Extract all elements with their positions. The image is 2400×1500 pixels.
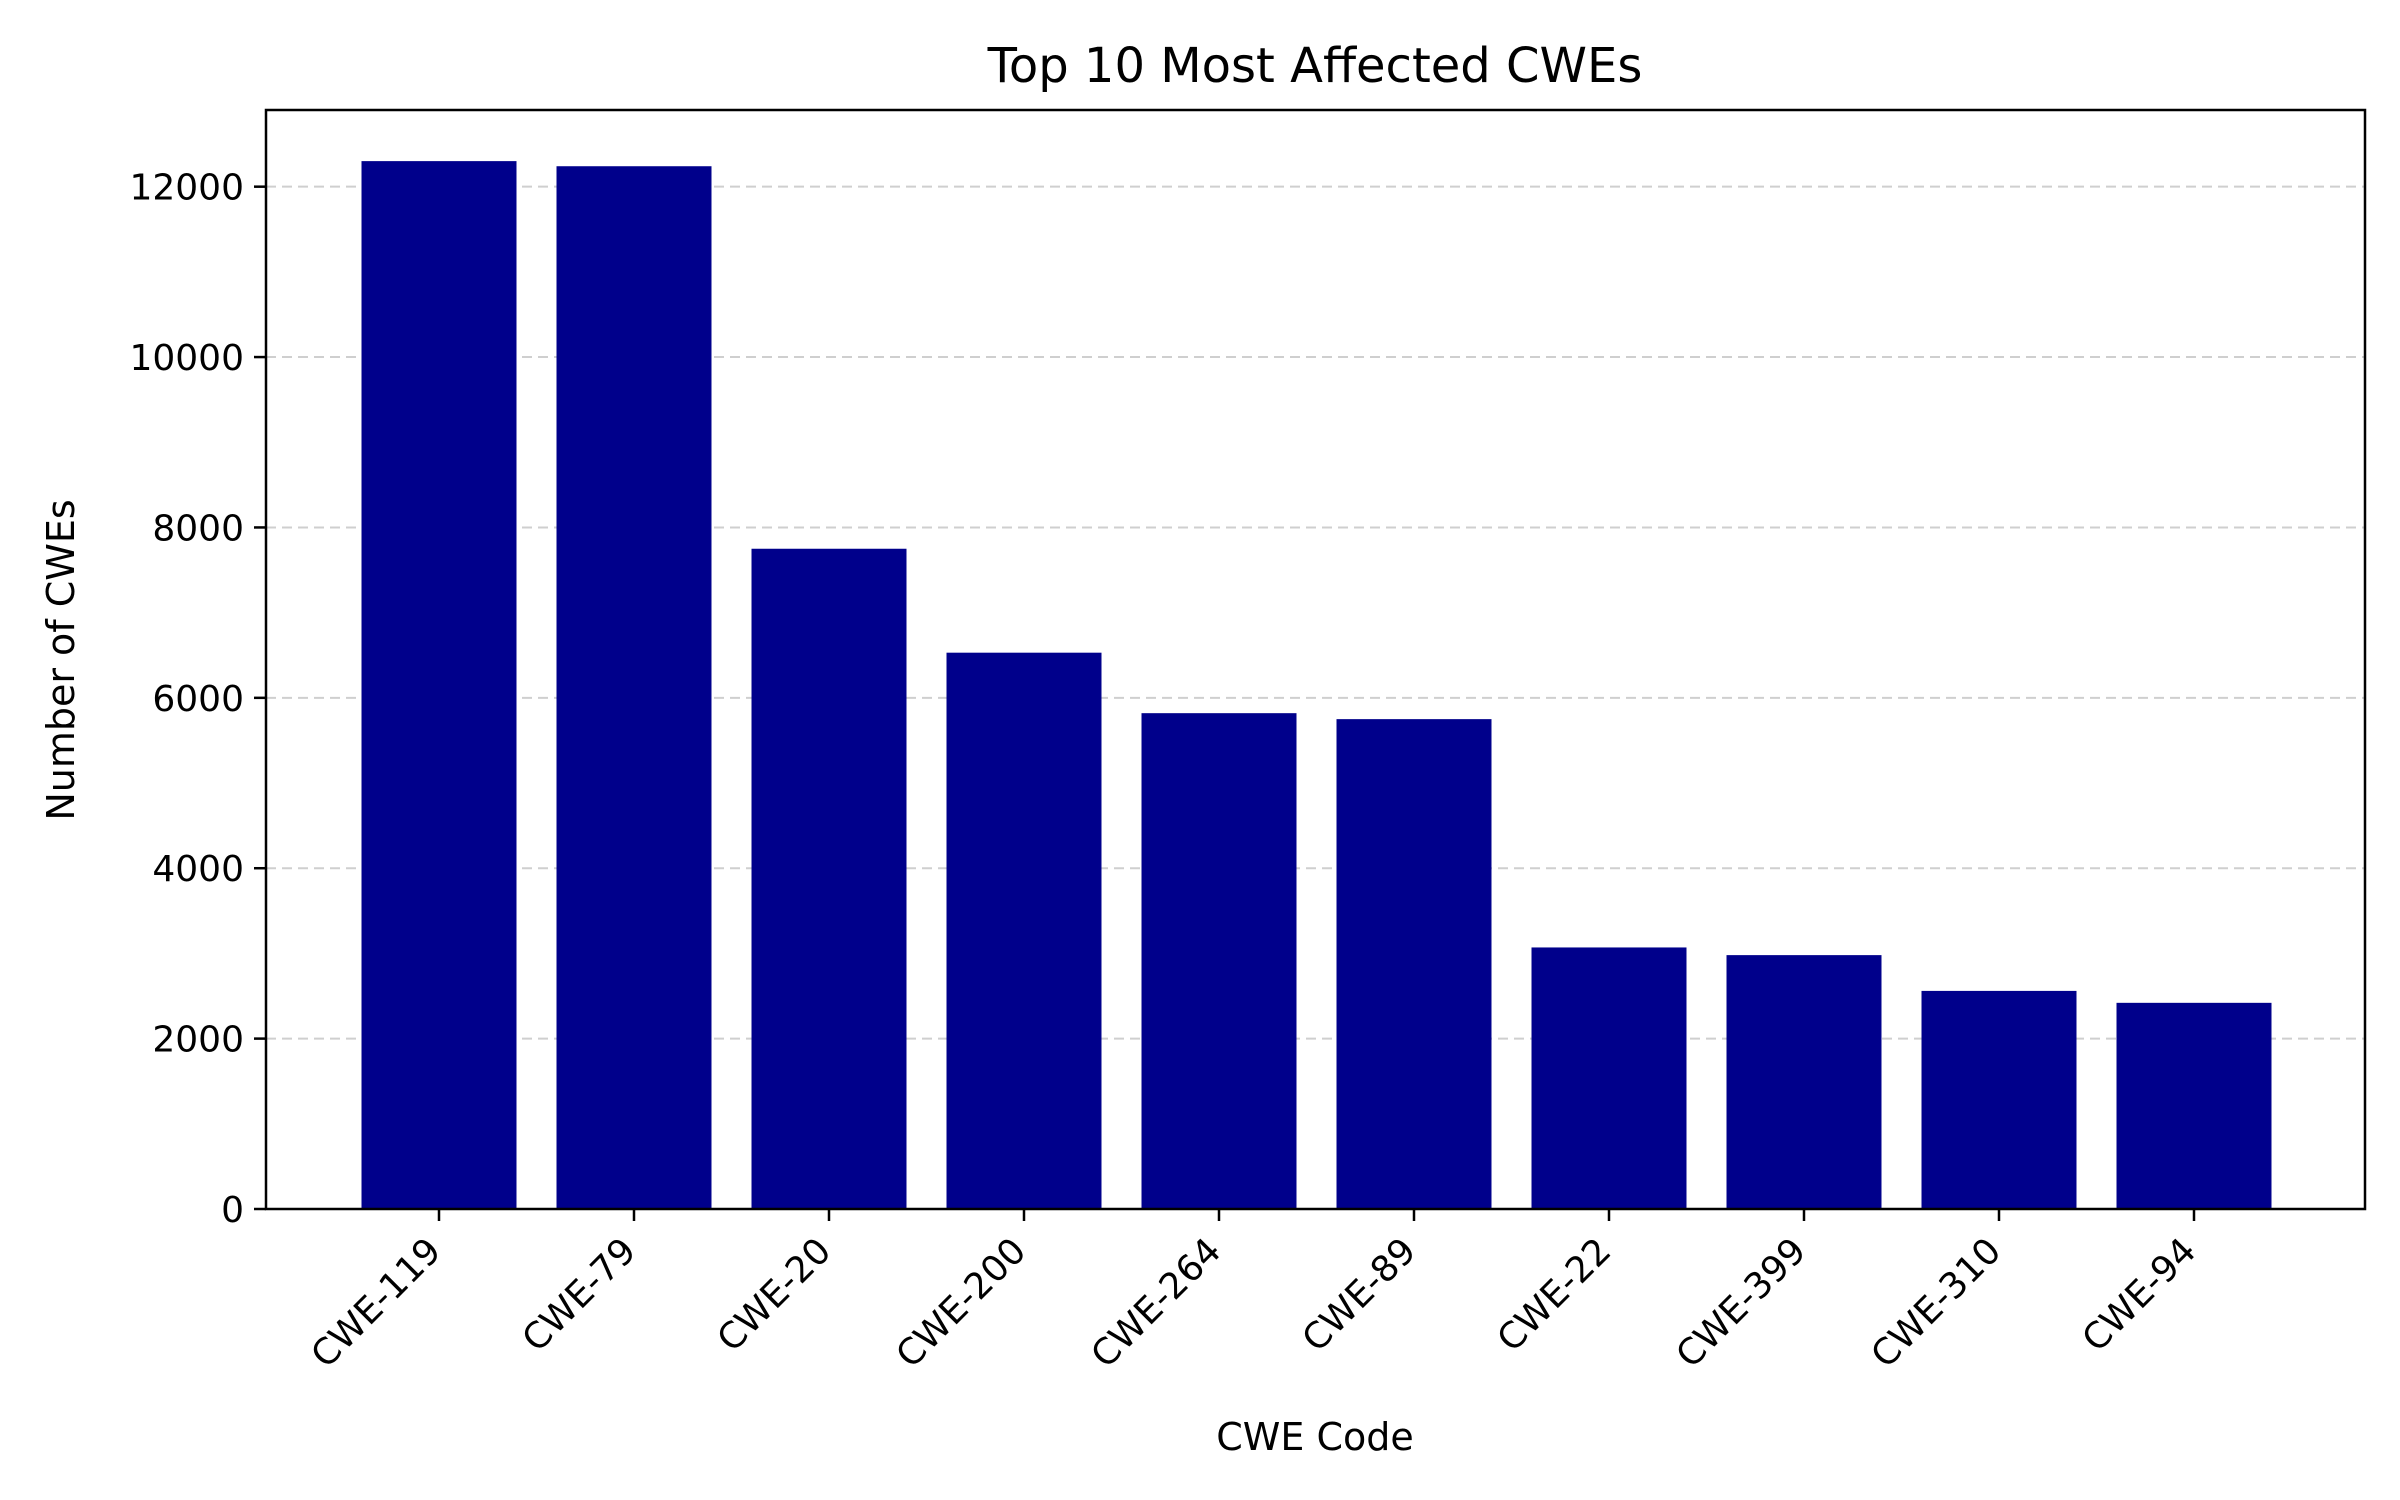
bar-cwe-20 [751, 548, 907, 1209]
bar-cwe-22 [1531, 947, 1687, 1209]
x-tick-label: CWE-310 [1864, 1230, 2010, 1376]
chart-title: Top 10 Most Affected CWEs [987, 38, 1643, 94]
y-tick-label: 4000 [152, 849, 244, 890]
bar-cwe-399 [1726, 955, 1882, 1209]
x-tick-label: CWE-22 [1490, 1230, 1620, 1360]
x-tick-label: CWE-94 [2075, 1230, 2205, 1360]
bar-cwe-310 [1921, 990, 2077, 1209]
plot-frame [264, 108, 2367, 1211]
y-tick-label: 12000 [129, 168, 244, 209]
x-axis-label: CWE Code [1216, 1415, 1413, 1459]
bars [361, 161, 2272, 1210]
y-axis-label: Number of CWEs [39, 499, 83, 820]
x-tick-label: CWE-399 [1669, 1230, 1815, 1376]
x-tick-label: CWE-89 [1295, 1230, 1425, 1360]
bar-cwe-264 [1141, 713, 1297, 1209]
x-tick-label: CWE-264 [1084, 1230, 1230, 1376]
bar-cwe-119 [361, 161, 517, 1210]
bar-cwe-94 [2116, 1002, 2272, 1209]
y-tick-label: 0 [221, 1190, 244, 1231]
y-tick-label: 2000 [152, 1020, 244, 1061]
bar-cwe-200 [946, 652, 1102, 1209]
x-axis-ticks: CWE-119 CWE-79 CWE-20 CWE-200 CWE-264 CWE-89 C… [304, 1209, 2205, 1376]
y-tick-label: 6000 [152, 679, 244, 720]
x-tick-label: CWE-20 [710, 1230, 840, 1360]
y-tick-label: 8000 [152, 508, 244, 549]
y-axis-ticks: 0 2000 4000 6000 8000 10000 12000 [129, 168, 266, 1231]
x-tick-label: CWE-119 [304, 1230, 450, 1376]
x-tick-label: CWE-79 [515, 1230, 645, 1360]
y-tick-label: 10000 [129, 338, 244, 379]
x-tick-label: CWE-200 [889, 1230, 1035, 1376]
bar-cwe-79 [556, 166, 712, 1209]
bar-cwe-89 [1336, 719, 1492, 1209]
